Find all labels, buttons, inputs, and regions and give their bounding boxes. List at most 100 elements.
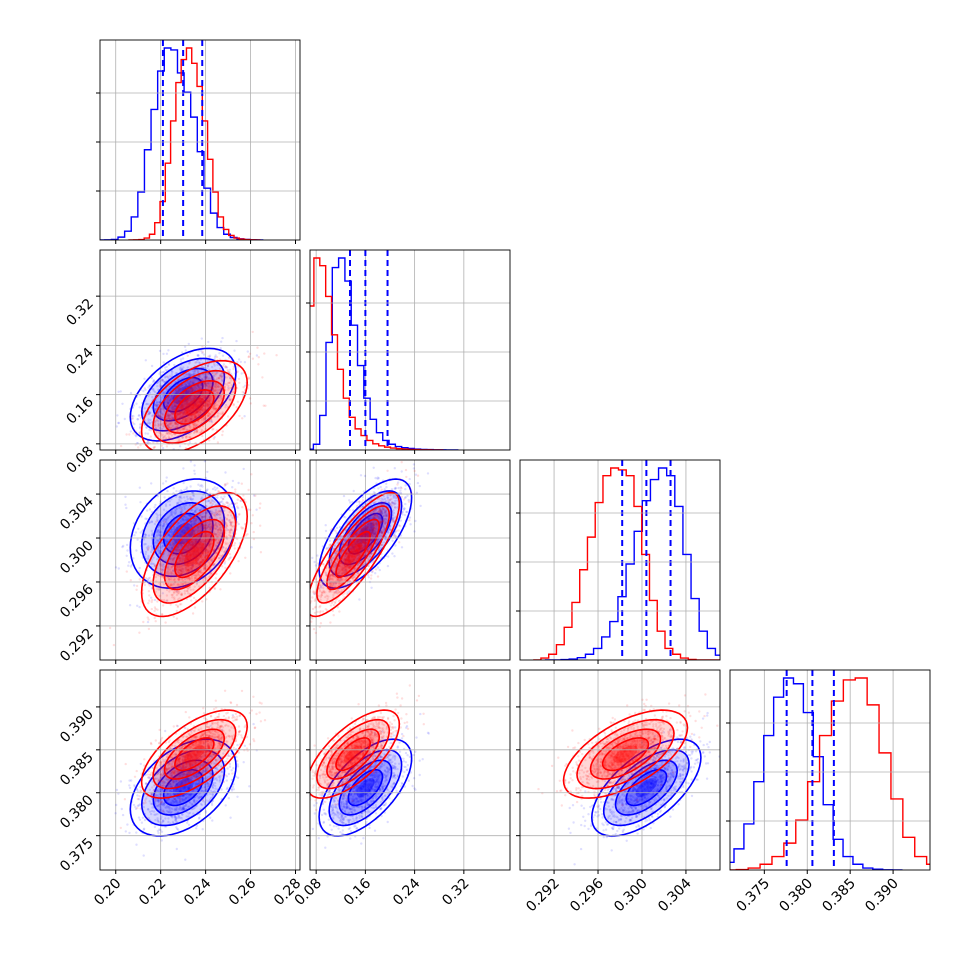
scatter-point [193,548,196,552]
scatter-point [153,563,156,567]
scatter-point [182,412,186,416]
scatter-point [214,354,217,357]
scatter-point [180,405,184,408]
scatter-point [189,554,193,558]
scatter-point [165,518,169,521]
scatter-point [355,534,358,537]
scatter-point [158,372,161,376]
scatter-point [170,411,174,414]
scatter-point [229,534,232,538]
scatter-point [221,372,224,375]
scatter-point [384,514,387,518]
scatter-point [164,528,168,532]
scatter-point [208,523,211,526]
scatter-point [191,558,195,561]
scatter-point [193,404,196,407]
scatter-point [157,413,160,416]
scatter-point [151,533,154,537]
scatter-point [194,396,198,399]
scatter-point [126,549,129,552]
scatter-point [221,554,224,557]
scatter-point [148,385,152,388]
scatter-point [191,406,194,410]
scatter-point [219,388,222,391]
scatter-point [364,538,368,542]
scatter-point [166,599,169,602]
scatter-point [191,553,194,556]
scatter-point [203,401,206,404]
scatter-point [228,503,231,506]
scatter-point [170,370,173,373]
scatter-point [189,531,192,534]
scatter-point [372,523,376,526]
scatter-point [160,561,163,564]
scatter-point [187,397,190,400]
scatter-point [179,569,182,572]
scatter-point [154,573,158,576]
scatter-point [205,522,209,525]
scatter-point [180,572,183,575]
scatter-point [185,561,189,564]
scatter-point [144,419,147,422]
scatter-point [159,531,162,534]
scatter-point [179,416,182,419]
scatter-point [213,364,216,367]
scatter-point [117,421,121,425]
scatter-point [170,412,174,415]
scatter-point [189,373,192,377]
scatter-point [152,446,155,450]
scatter-point [207,386,211,389]
scatter-point [206,402,209,406]
scatter-point [180,571,184,574]
scatter-point [200,337,203,340]
scatter-point [194,552,198,555]
scatter-point [232,367,235,371]
scatter-point [182,409,185,412]
scatter-point [195,528,198,532]
scatter-point [209,398,212,401]
scatter-point [168,374,171,377]
scatter-point [147,577,150,580]
scatter-point [147,627,151,631]
scatter-point [170,372,173,376]
scatter-point [216,496,219,499]
scatter-point [202,549,206,553]
scatter-point [366,548,369,551]
scatter-point [203,550,206,553]
scatter-point [160,417,163,420]
scatter-point [219,373,222,376]
scatter-point [370,538,373,541]
scatter-point [187,561,191,565]
scatter-point [194,402,197,405]
scatter-point [204,547,207,550]
scatter-point [220,507,223,511]
scatter-point [169,549,173,552]
scatter-point [198,431,201,435]
scatter-point [184,418,187,421]
scatter-point [204,409,207,412]
scatter-point [217,557,221,560]
scatter-point [154,541,157,544]
scatter-point [189,543,193,547]
scatter-point [171,408,174,411]
scatter-point [158,414,161,418]
scatter-point [194,411,198,414]
scatter-point [190,373,193,377]
scatter-point [184,383,187,386]
scatter-point [184,573,187,577]
scatter-point [207,550,210,553]
scatter-point [158,453,160,455]
scatter-point [200,405,203,408]
scatter-point [117,421,120,425]
scatter-point [176,534,180,538]
scatter-point [172,590,176,594]
scatter-point [192,532,195,536]
scatter-point [205,527,208,530]
scatter-point [188,586,192,589]
scatter-point [180,402,184,406]
scatter-point [168,530,172,534]
scatter-point [193,417,196,420]
scatter-point [192,401,196,405]
scatter-point [167,426,170,429]
scatter-point [200,539,204,542]
